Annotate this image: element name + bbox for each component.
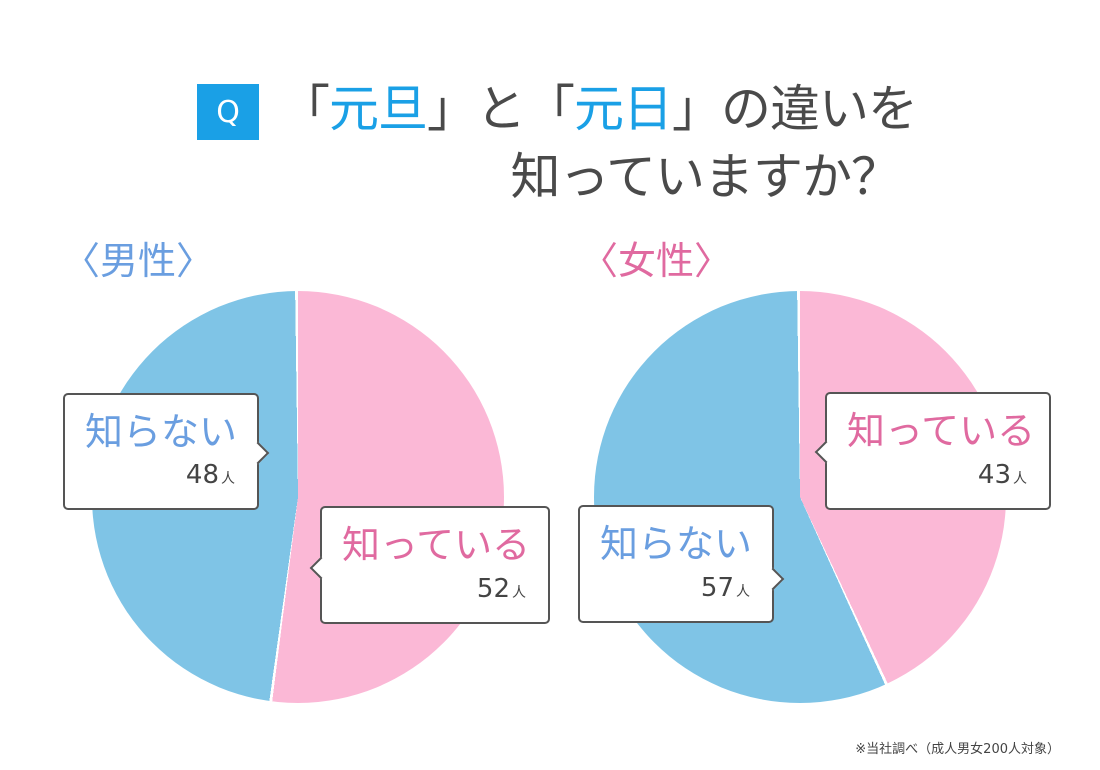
callout-label: 知らない [600, 522, 753, 566]
callout-count: 48 人 [185, 460, 235, 490]
male-known-callout: 知っている 52 人 [309, 506, 550, 624]
callout-label: 知らない [85, 410, 238, 454]
female-known-callout: 知っている 43 人 [814, 392, 1051, 510]
callout-label: 知っている [847, 409, 1036, 453]
question-title-line2: 知っていますか？ [510, 148, 901, 206]
q-badge: Q [197, 84, 259, 140]
title-highlight-gantan: 元旦 [329, 80, 428, 138]
title-part: 」と「 [427, 80, 575, 138]
callout-count: 43 人 [977, 460, 1027, 490]
title-part: 「 [280, 80, 330, 138]
male-unknown-callout: 知らない 48 人 [63, 393, 270, 510]
title-part: 」の違いを [672, 80, 918, 138]
title-highlight-ganjitsu: 元日 [574, 80, 673, 138]
callout-label: 知っている [342, 523, 531, 567]
female-unknown-callout: 知らない 57 人 [578, 505, 785, 623]
male-group-label: 〈男性〉 [62, 239, 215, 283]
callout-count: 52 人 [476, 574, 526, 604]
question-title-line1: 「元旦」と「元日」の違いを [280, 74, 918, 144]
callout-count: 57 人 [700, 573, 750, 603]
footnote: ※当社調べ（成人男女200人対象） [855, 742, 1060, 757]
female-group-label: 〈女性〉 [580, 239, 733, 283]
